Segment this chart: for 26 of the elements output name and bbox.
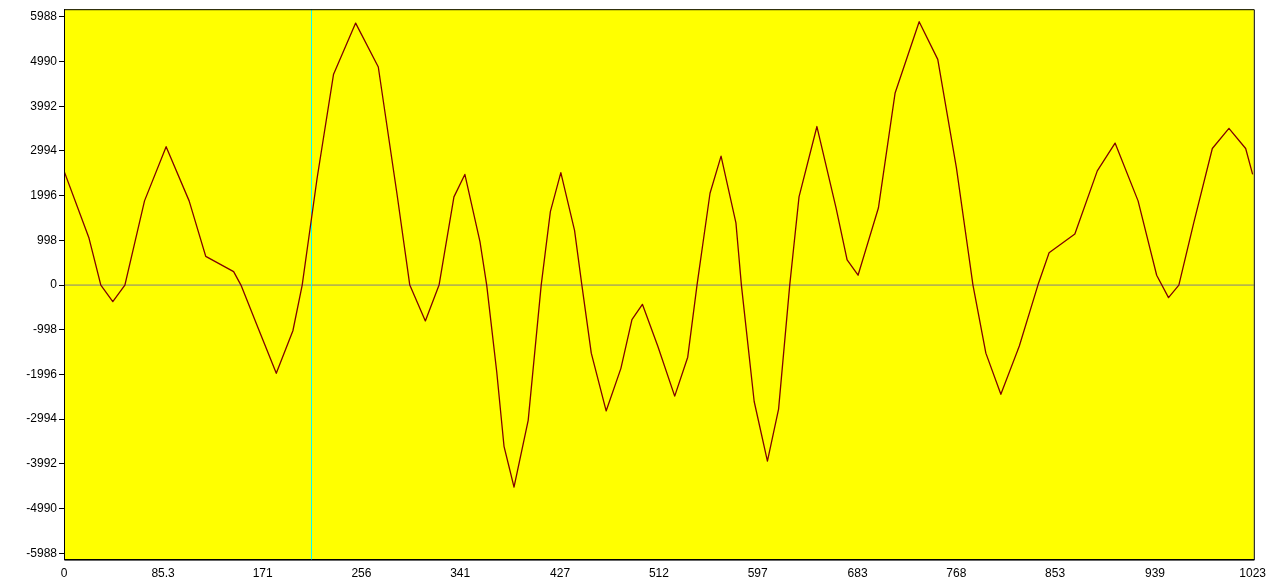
y-tick-label: 1996 [30, 187, 58, 202]
x-tick-label: 853 [1045, 566, 1066, 581]
y-tick-label: -1996 [26, 366, 58, 381]
x-tick-label: 512 [648, 566, 670, 581]
y-tick-label: -5988 [26, 545, 58, 560]
y-tick-label: 2994 [30, 143, 58, 158]
x-tick-label: 597 [747, 566, 768, 581]
y-tick-label: -4990 [26, 500, 58, 515]
y-tick-label: -998 [32, 322, 58, 337]
x-tick-label: 85.3 [151, 566, 176, 581]
x-tick-label: 683 [847, 566, 868, 581]
y-tick-label: 998 [36, 232, 58, 247]
y-tick-label: -3992 [26, 456, 58, 471]
x-tick-label: 427 [550, 566, 571, 581]
y-tick-label: -2994 [26, 411, 58, 426]
x-tick-label: 768 [946, 566, 967, 581]
x-tick-label: 0 [60, 566, 68, 581]
y-tick-label: 0 [50, 277, 58, 292]
x-tick-label: 256 [351, 566, 372, 581]
x-tick-label: 171 [252, 566, 274, 581]
y-tick-label: 3992 [30, 98, 58, 113]
y-tick-label: 5988 [30, 9, 58, 24]
x-tick-label: 341 [450, 566, 471, 581]
y-tick-label: 4990 [30, 53, 58, 68]
x-tick-label: 1023 [1239, 566, 1267, 581]
x-tick-label: 939 [1145, 566, 1166, 581]
